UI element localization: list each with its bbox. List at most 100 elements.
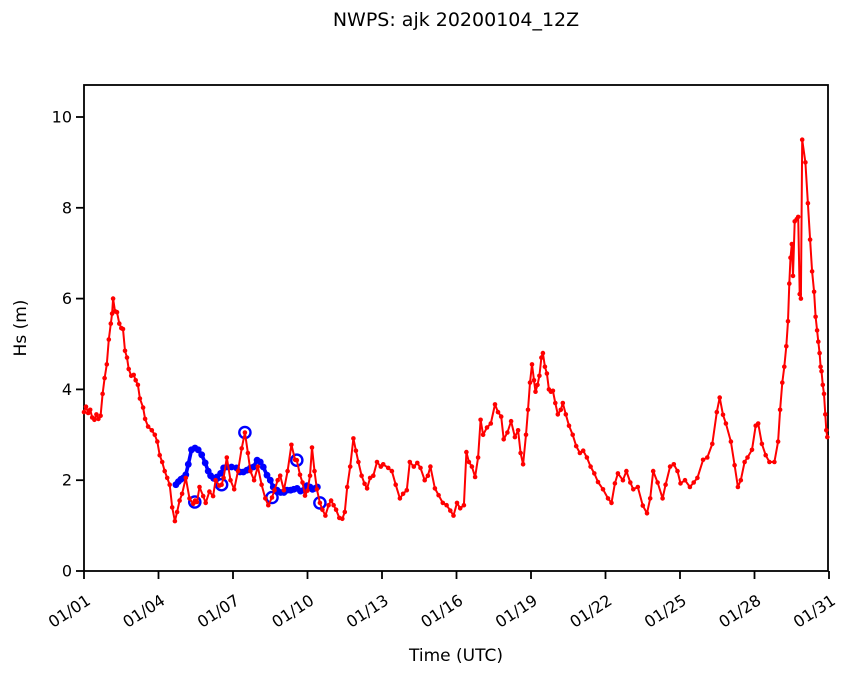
model-series-marker: [600, 487, 606, 492]
model-series-marker: [418, 465, 423, 471]
model-series-marker: [422, 477, 428, 483]
model-series-marker: [650, 468, 656, 474]
model-series-marker: [385, 465, 391, 471]
model-series-marker: [539, 355, 544, 360]
model-series-marker: [367, 475, 373, 481]
model-series-marker: [380, 462, 386, 467]
model-series-marker: [475, 455, 481, 460]
model-series-marker: [285, 468, 290, 474]
model-series-marker: [197, 484, 202, 490]
model-series-marker: [772, 459, 777, 465]
model-series-marker: [266, 502, 271, 508]
model-series-marker: [723, 421, 729, 426]
model-series-marker: [224, 455, 230, 460]
model-series-marker: [671, 462, 677, 467]
model-series-marker: [210, 493, 216, 499]
model-series-marker: [785, 319, 791, 324]
obs-series-marker: [194, 446, 202, 454]
model-series-marker: [122, 348, 128, 354]
model-series-marker: [239, 446, 244, 451]
model-series-marker: [710, 441, 715, 447]
model-series-marker: [248, 468, 253, 474]
model-series-marker: [788, 255, 793, 260]
x-tick-label: 01/19: [492, 591, 541, 632]
model-series-marker: [805, 201, 811, 206]
model-series-marker: [823, 412, 828, 417]
model-series-marker: [124, 355, 130, 360]
model-series-marker: [472, 474, 478, 480]
model-series-marker: [544, 371, 550, 376]
model-series-marker: [425, 473, 431, 479]
model-series-marker: [612, 481, 618, 486]
model-series-marker: [415, 460, 420, 466]
model-series-marker: [159, 459, 165, 465]
model-series-marker: [114, 309, 120, 315]
model-series-marker: [577, 450, 583, 456]
model-series-marker: [523, 432, 529, 438]
model-series-marker: [374, 459, 380, 465]
model-series-marker: [695, 475, 700, 481]
model-series-marker: [807, 237, 813, 242]
model-series-marker: [172, 518, 178, 524]
model-series-marker: [809, 269, 815, 274]
model-series-marker: [289, 442, 294, 448]
obs-series-marker: [250, 463, 257, 471]
model-series-marker: [269, 495, 275, 500]
model-series-marker: [749, 447, 755, 453]
model-series-marker: [714, 409, 720, 415]
model-series-marker: [615, 471, 621, 476]
model-series-marker: [529, 362, 535, 367]
model-series-marker: [309, 445, 315, 450]
model-series-marker: [326, 502, 331, 508]
model-series-marker: [635, 484, 641, 490]
model-series-marker: [687, 484, 693, 490]
daily-circle-marker: [187, 495, 202, 509]
model-series-marker: [570, 432, 575, 438]
model-series-marker: [92, 417, 97, 423]
model-series-marker: [342, 509, 348, 515]
model-series-marker: [444, 502, 449, 508]
model-series-marker: [515, 428, 521, 433]
y-tick-label: 0: [62, 562, 72, 581]
model-series-marker: [145, 424, 151, 429]
model-series-marker: [732, 462, 737, 468]
obs-series-marker: [184, 460, 192, 468]
model-series-marker: [520, 462, 526, 467]
x-tick-label: 01/16: [417, 591, 466, 632]
model-series-marker: [580, 448, 586, 454]
model-series-marker: [221, 475, 226, 481]
model-series-marker: [162, 468, 167, 474]
model-series-marker: [720, 412, 726, 418]
x-axis-label: Time (UTC): [409, 646, 503, 666]
obs-series-marker: [256, 458, 264, 466]
model-series-marker: [478, 417, 483, 423]
model-series-marker: [183, 475, 189, 481]
model-series-marker: [457, 506, 463, 511]
model-series-marker: [81, 409, 87, 415]
y-axis-label: Hs (m): [11, 299, 31, 357]
x-tick-label: 01/25: [641, 591, 690, 632]
model-series-marker: [705, 455, 710, 460]
model-series-marker: [302, 493, 308, 498]
model-series-marker: [432, 486, 438, 491]
x-tick-label: 01/31: [790, 591, 839, 632]
model-series-marker: [404, 487, 410, 493]
model-series-marker: [767, 459, 772, 465]
model-series-marker: [323, 513, 328, 518]
model-series-marker: [742, 459, 747, 465]
model-series-marker: [110, 296, 116, 301]
model-series-marker: [798, 296, 804, 301]
model-series-marker: [784, 344, 789, 349]
model-series-marker: [466, 459, 472, 465]
model-series-marker: [763, 452, 768, 458]
model-series-marker: [803, 160, 808, 165]
model-series-marker: [755, 421, 761, 426]
model-series-marker: [142, 416, 148, 422]
model-series-marker: [640, 503, 646, 508]
model-series-marker: [631, 487, 636, 492]
model-series-marker: [179, 491, 185, 497]
model-series-marker: [461, 502, 467, 508]
model-series-marker: [135, 382, 141, 388]
model-series-marker: [344, 484, 350, 490]
